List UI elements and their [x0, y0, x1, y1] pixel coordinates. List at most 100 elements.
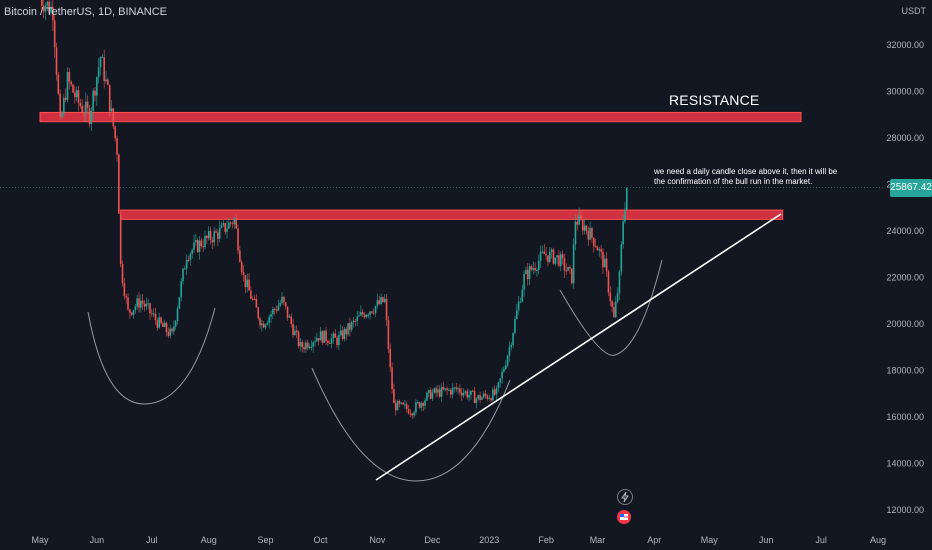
candle-body [141, 300, 144, 304]
candle-body [96, 77, 98, 96]
candle-body [493, 389, 496, 395]
candle-body [125, 296, 127, 298]
candle-body [372, 312, 375, 314]
candle-body [108, 84, 111, 112]
candle-body [50, 7, 52, 13]
candle-body [448, 389, 450, 391]
candle-body [479, 395, 481, 400]
candle-body [286, 306, 289, 318]
candle-body [195, 240, 197, 243]
candle-body [191, 250, 193, 254]
candle-body [79, 103, 82, 107]
flash-icon[interactable] [617, 489, 633, 505]
candle-body [570, 268, 573, 284]
candle-body [63, 97, 65, 114]
candle-body [459, 388, 461, 393]
candle-body [207, 231, 210, 239]
candle-body [182, 268, 184, 282]
candle-body [178, 297, 181, 309]
candle-body [229, 222, 232, 224]
candle-body [317, 338, 320, 341]
candle-body [492, 389, 494, 401]
candle-body [517, 301, 520, 311]
candle-body [624, 209, 626, 222]
candle-body [184, 268, 186, 270]
candle-body [68, 72, 71, 82]
candle-body [442, 386, 445, 390]
candle-body [605, 258, 608, 272]
candle-body [147, 303, 149, 305]
candle-body [361, 312, 364, 315]
y-tick-label: 20000.00 [886, 319, 924, 329]
candle-body [416, 402, 419, 404]
y-tick-label: 24000.00 [886, 226, 924, 236]
candle-body [57, 74, 60, 94]
candle-body [176, 308, 179, 321]
candle-body [72, 84, 74, 93]
candle-body [92, 90, 94, 111]
candle-body [512, 333, 514, 345]
candle-body [431, 392, 434, 399]
candle-body [160, 317, 162, 324]
candle-body [334, 333, 337, 338]
candle-body [136, 298, 138, 307]
candle-body [253, 298, 256, 300]
candle-body [283, 296, 285, 303]
cup-arc [559, 259, 663, 356]
candle-body [327, 341, 329, 343]
candle-body [143, 303, 146, 307]
candle-body [319, 331, 322, 341]
candle-body [288, 316, 291, 318]
candle-body [536, 270, 538, 272]
candle-body [367, 314, 370, 316]
candle-body [526, 269, 529, 280]
candle-body [369, 311, 371, 315]
candle-body [504, 365, 507, 370]
x-tick-label: Aug [870, 535, 886, 545]
x-tick-label: Aug [201, 535, 217, 545]
candle-body [244, 274, 247, 288]
candle-body [528, 266, 531, 280]
candle-body [110, 108, 113, 112]
candle-body [558, 255, 560, 266]
candle-body [356, 316, 359, 321]
candle-body [471, 390, 474, 392]
candle-body [233, 218, 236, 225]
candle-body [451, 387, 454, 395]
flag-us-icon[interactable] [617, 510, 631, 524]
candle-body [158, 317, 160, 328]
candle-body [224, 223, 227, 232]
x-tick-label: May [31, 535, 49, 545]
candle-body [156, 320, 159, 328]
candle-body [462, 392, 465, 396]
candle-body [330, 338, 333, 344]
candle-body [114, 126, 116, 139]
candle-body [594, 246, 597, 248]
candle-body [180, 281, 182, 298]
candle-body [510, 344, 513, 348]
candle-body [171, 328, 173, 332]
candle-body [99, 57, 102, 68]
candle-body [548, 251, 551, 262]
candle-body [169, 328, 171, 336]
candle-body [581, 219, 584, 231]
candle-body [103, 57, 105, 82]
candle-body [255, 299, 258, 308]
candle-body [163, 322, 166, 327]
resistance-zone [39, 111, 802, 123]
candle-body [614, 301, 617, 318]
candle-body [470, 390, 472, 396]
candle-body [312, 342, 315, 347]
candle-body [616, 293, 619, 302]
candle-body [514, 318, 516, 334]
candle-body [196, 240, 199, 253]
candle-body [140, 300, 142, 308]
candle-body [537, 260, 540, 271]
candle-body [603, 258, 606, 268]
candle-body [339, 330, 342, 336]
candle-body [55, 47, 58, 75]
candle-body [151, 313, 153, 315]
candle-body [404, 404, 406, 406]
candle-body [547, 255, 549, 262]
